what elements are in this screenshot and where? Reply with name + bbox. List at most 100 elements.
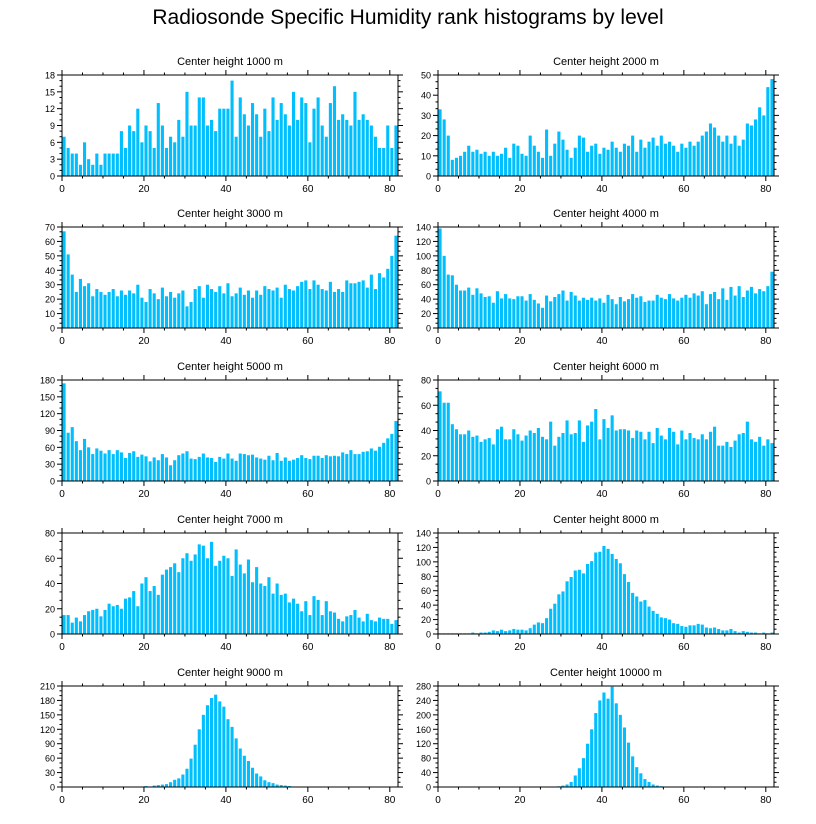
histogram-bar bbox=[271, 460, 275, 481]
histogram-bar bbox=[357, 617, 361, 634]
histogram-bar bbox=[467, 145, 471, 176]
histogram-bar bbox=[169, 465, 173, 481]
x-tick-label: 20 bbox=[138, 795, 150, 806]
histogram-bar bbox=[275, 784, 279, 787]
histogram-bar bbox=[704, 131, 708, 176]
histogram-bar bbox=[754, 293, 758, 328]
histogram-bar bbox=[107, 291, 111, 328]
histogram-bar bbox=[205, 284, 210, 328]
histogram-bar bbox=[635, 430, 639, 481]
histogram-bar bbox=[516, 629, 520, 634]
histogram-bar bbox=[115, 296, 119, 328]
histogram-bar bbox=[320, 457, 324, 481]
histogram-bar bbox=[491, 151, 495, 176]
histogram-bar bbox=[622, 429, 626, 481]
panel-9: Center height 9000 m 0 20 40 60 80 0 30 60 90 120 1… bbox=[40, 667, 403, 806]
histogram-bar bbox=[230, 726, 234, 787]
histogram-bar bbox=[491, 630, 495, 634]
histogram-bar bbox=[590, 297, 594, 328]
y-tick-label: 120 bbox=[416, 739, 431, 749]
histogram-bar bbox=[279, 297, 283, 328]
x-tick-label: 80 bbox=[384, 642, 396, 653]
histogram-bar bbox=[156, 103, 160, 176]
histogram-bar bbox=[107, 450, 111, 481]
histogram-bar bbox=[275, 583, 279, 634]
y-tick-label: 15 bbox=[45, 87, 55, 97]
histogram-bar bbox=[663, 143, 667, 176]
y-tick-label: 240 bbox=[416, 696, 431, 706]
histogram-bar bbox=[495, 155, 499, 176]
histogram-bar bbox=[565, 300, 569, 328]
histogram-bar bbox=[140, 142, 144, 176]
histogram-bar bbox=[504, 631, 508, 634]
histogram-bar bbox=[214, 694, 218, 787]
histogram-bar bbox=[226, 719, 230, 787]
histogram-bar bbox=[446, 402, 450, 481]
panel-8: Center height 8000 m 0 20 40 60 80 0 20 40 60 80 10… bbox=[416, 514, 779, 653]
histogram-bar bbox=[210, 289, 214, 328]
histogram-bar bbox=[275, 287, 279, 328]
histogram-bar bbox=[263, 459, 267, 481]
y-tick-label: 210 bbox=[40, 682, 55, 692]
histogram-bar bbox=[74, 153, 78, 176]
x-tick-label: 20 bbox=[514, 336, 526, 347]
histogram-bar bbox=[332, 612, 337, 634]
histogram-bar bbox=[78, 278, 82, 328]
histogram-bar bbox=[214, 565, 218, 634]
histogram-bar bbox=[725, 299, 729, 328]
histogram-bar bbox=[160, 784, 164, 787]
histogram-bar bbox=[210, 457, 214, 481]
y-tick-label: 0 bbox=[426, 477, 431, 487]
histogram-bar bbox=[516, 434, 520, 481]
histogram-bar bbox=[144, 456, 148, 481]
plot-frame bbox=[437, 685, 775, 788]
histogram-bar bbox=[643, 779, 647, 787]
histogram-bar bbox=[708, 123, 713, 176]
histogram-bar bbox=[676, 300, 680, 328]
histogram-bar bbox=[504, 294, 508, 328]
histogram-bar bbox=[577, 135, 581, 176]
histogram-bar bbox=[201, 453, 205, 481]
histogram-bar bbox=[82, 142, 87, 176]
histogram-bar bbox=[193, 554, 197, 634]
histogram-bar bbox=[729, 628, 733, 634]
y-tick-label: 60 bbox=[45, 754, 55, 764]
histogram-bar bbox=[749, 632, 754, 634]
histogram-bar bbox=[103, 610, 107, 634]
histogram-bar bbox=[647, 781, 651, 787]
x-tick-label: 60 bbox=[678, 184, 690, 195]
y-tick-label: 80 bbox=[421, 266, 431, 276]
panel-title: Center height 6000 m bbox=[553, 361, 659, 373]
histogram-bar bbox=[606, 149, 610, 176]
y-tick-label: 120 bbox=[416, 237, 431, 247]
histogram-bar bbox=[536, 303, 540, 328]
histogram-bar bbox=[635, 596, 639, 634]
histogram-bar bbox=[82, 286, 87, 328]
histogram-bar bbox=[328, 611, 332, 634]
histogram-bar bbox=[287, 602, 291, 634]
histogram-bar bbox=[704, 304, 708, 328]
histogram-bar bbox=[255, 114, 259, 176]
y-tick-label: 150 bbox=[40, 710, 55, 720]
y-tick-label: 120 bbox=[416, 543, 431, 553]
histogram-bar bbox=[762, 291, 766, 328]
y-tick-label: 60 bbox=[421, 280, 431, 290]
histogram-bar bbox=[296, 603, 300, 634]
histogram-bar bbox=[250, 103, 255, 176]
histogram-bar bbox=[549, 608, 553, 634]
x-tick-label: 20 bbox=[514, 489, 526, 500]
histogram-bar bbox=[573, 295, 577, 328]
histogram-bar bbox=[341, 114, 345, 176]
histogram-bar bbox=[545, 439, 549, 481]
histogram-bar bbox=[181, 774, 185, 787]
histogram-bar bbox=[479, 441, 483, 481]
histogram-bar bbox=[717, 299, 721, 328]
histogram-bar bbox=[549, 301, 553, 328]
histogram-bar bbox=[201, 714, 205, 787]
histogram-bar bbox=[754, 441, 758, 481]
histogram-bar bbox=[463, 151, 467, 176]
y-tick-label: 200 bbox=[416, 710, 431, 720]
histogram-bar bbox=[741, 139, 745, 176]
histogram-bar bbox=[602, 147, 606, 176]
histogram-bar bbox=[655, 294, 659, 328]
